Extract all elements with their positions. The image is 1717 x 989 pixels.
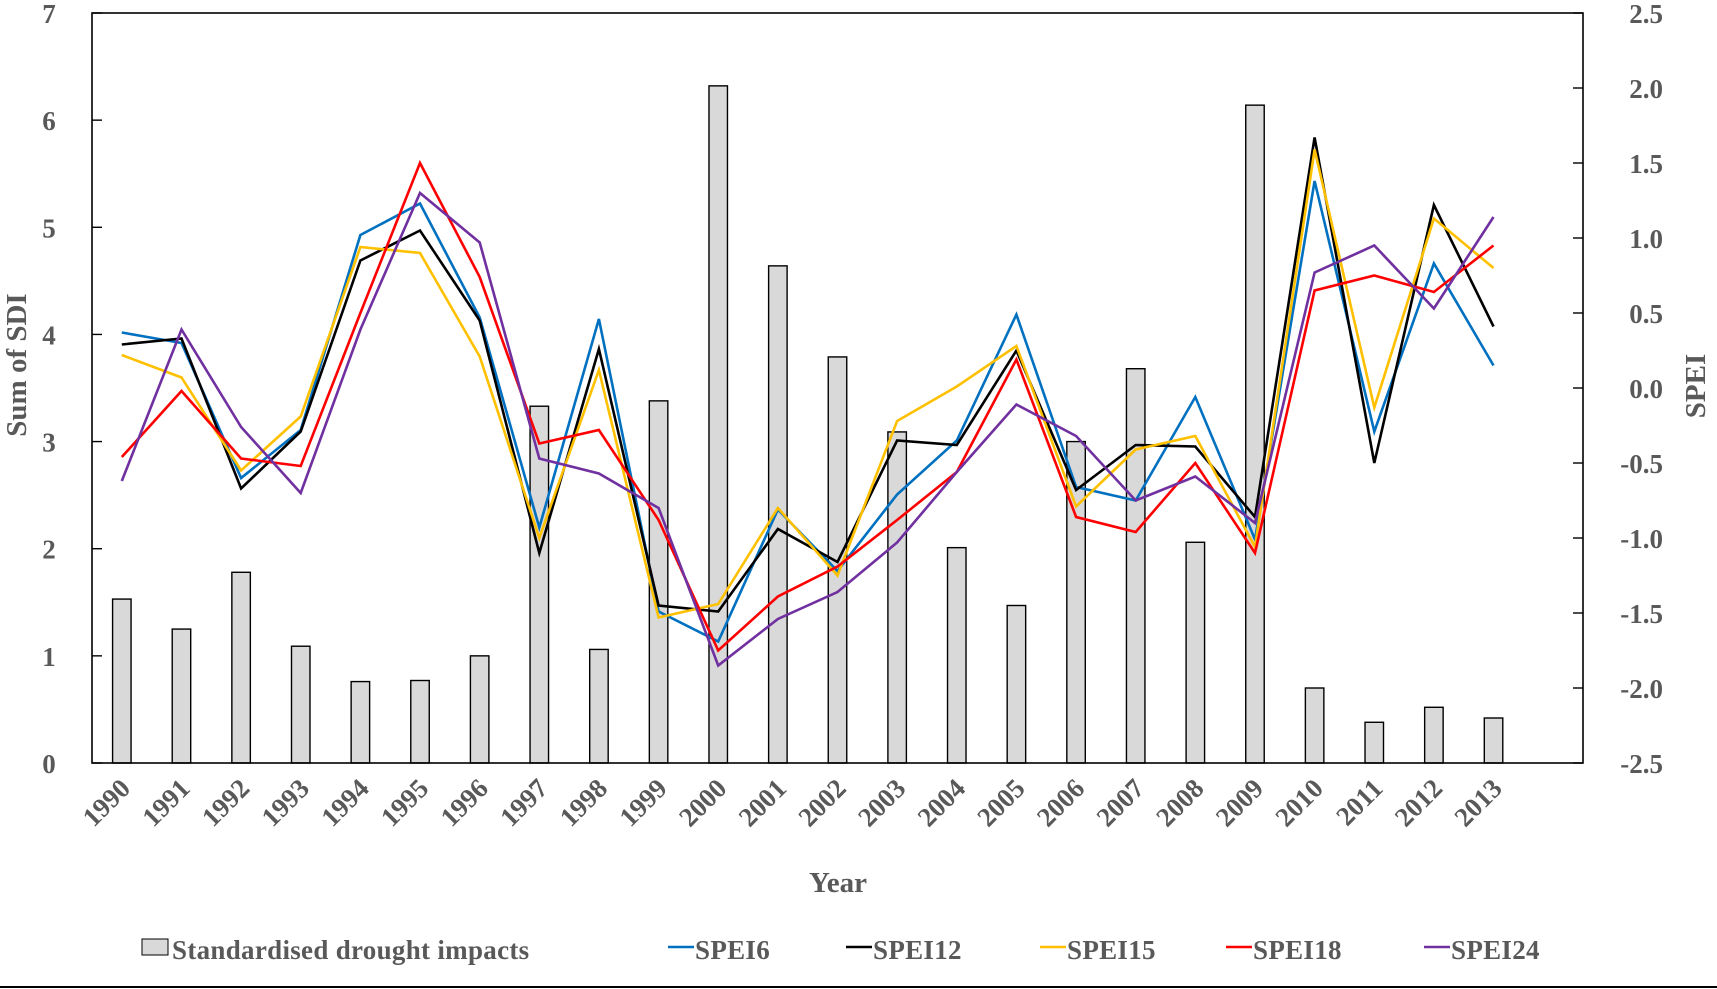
- bar-2011: [1364, 721, 1385, 764]
- bar-2010: [1304, 687, 1325, 764]
- legend-item-spei12: SPEI12: [846, 935, 962, 965]
- x-tick-label: 1994: [315, 773, 374, 832]
- right-tick-label: 2.5: [1629, 0, 1663, 29]
- legend: Standardised drought impacts SPEI6 SPEI12 S…: [141, 935, 1540, 965]
- x-tick-label: 1998: [554, 773, 613, 832]
- series-spei18: [120, 159, 1495, 653]
- line-spei12: [121, 137, 1495, 613]
- x-tick-label: 2009: [1210, 773, 1269, 832]
- bar-2005: [1006, 604, 1027, 764]
- x-tick-label: 1997: [494, 773, 553, 832]
- bar-2004: [946, 546, 967, 764]
- right-tick-label: -2.5: [1620, 749, 1663, 779]
- x-tick-label: 1999: [613, 773, 672, 832]
- legend-label: SPEI18: [1253, 935, 1342, 965]
- lines-layer: [120, 137, 1495, 668]
- legend-label: SPEI6: [695, 935, 770, 965]
- right-tick-label: -2.0: [1620, 674, 1663, 704]
- x-tick-label: 2006: [1031, 773, 1090, 832]
- bar-1990: [111, 598, 132, 764]
- right-tick-label: 0.0: [1629, 374, 1663, 404]
- bar-2012: [1423, 706, 1444, 764]
- bar-1995: [410, 679, 430, 764]
- legend-label: Standardised drought impacts: [172, 935, 529, 965]
- bar-2003: [887, 431, 908, 764]
- x-tick-label: 2008: [1150, 773, 1209, 832]
- left-tick-label: 7: [42, 0, 56, 29]
- line-spei24: [120, 190, 1495, 668]
- legend-swatch-bars: [141, 938, 169, 956]
- x-tick-label: 2013: [1448, 773, 1507, 832]
- bar-1992: [231, 571, 252, 764]
- left-tick-label: 3: [42, 428, 56, 458]
- series-spei24: [120, 190, 1495, 668]
- x-tick-label: 1990: [77, 773, 136, 832]
- x-tick-label: 2004: [912, 773, 971, 832]
- x-tick-label: 2007: [1091, 773, 1150, 832]
- bar-1991: [171, 628, 192, 764]
- right-tick-label: -0.5: [1620, 449, 1663, 479]
- x-axis: 1990 1991 1992 1993 1994 1995 1996 1997 1998 1999…: [77, 773, 1508, 832]
- left-axis-title: Sum of SDI: [1, 293, 33, 436]
- left-tick-label: 5: [42, 213, 56, 243]
- bar-1993: [290, 645, 311, 764]
- legend-item-spei18: SPEI18: [1226, 935, 1342, 965]
- left-tick-label: 2: [42, 535, 56, 565]
- left-tick-label: 0: [42, 749, 56, 779]
- legend-item-bars: Standardised drought impacts: [141, 935, 529, 965]
- bar-1996: [469, 655, 490, 764]
- x-axis-title: Year: [809, 867, 867, 899]
- x-tick-label: 2002: [792, 773, 851, 832]
- right-tick-label: 1.0: [1629, 224, 1663, 254]
- bar-2007: [1125, 368, 1146, 764]
- left-tick-label: 1: [42, 642, 56, 672]
- x-tick-label: 2000: [673, 773, 732, 832]
- right-tick-label: 1.5: [1629, 149, 1663, 179]
- right-axis-title: SPEI: [1680, 354, 1712, 418]
- series-spei12: [121, 137, 1495, 613]
- bar-2009: [1245, 104, 1265, 764]
- x-tick-label: 2010: [1269, 773, 1328, 832]
- right-tick-label: -1.0: [1620, 524, 1663, 554]
- legend-label: SPEI15: [1067, 935, 1156, 965]
- legend-item-spei24: SPEI24: [1424, 935, 1540, 965]
- x-tick-label: 1992: [196, 773, 255, 832]
- bar-2008: [1185, 541, 1206, 764]
- bars-layer: [111, 85, 1504, 764]
- x-tick-label: 2005: [971, 773, 1030, 832]
- x-tick-label: 1996: [435, 773, 494, 832]
- right-axis: -2.5 -2.0 -1.5 -1.0 -0.5 0.0 0.5 1.0 1.5 2.0 2.5: [1573, 0, 1663, 779]
- legend-label: SPEI24: [1451, 935, 1540, 965]
- line-spei18: [120, 159, 1495, 653]
- legend-item-spei15: SPEI15: [1040, 935, 1156, 965]
- right-tick-label: -1.5: [1620, 599, 1663, 629]
- x-tick-label: 2012: [1389, 773, 1448, 832]
- left-axis: 0 1 2 3 4 5 6 7: [42, 0, 102, 779]
- x-tick-label: 2003: [852, 773, 911, 832]
- x-tick-label: 2011: [1330, 773, 1388, 831]
- left-tick-label: 6: [42, 106, 56, 136]
- x-tick-label: 1993: [256, 773, 315, 832]
- right-tick-label: 2.0: [1629, 74, 1663, 104]
- legend-item-spei6: SPEI6: [668, 935, 770, 965]
- x-tick-label: 1995: [375, 773, 434, 832]
- bar-1994: [350, 680, 371, 764]
- x-tick-label: 1991: [136, 773, 195, 832]
- right-tick-label: 0.5: [1629, 299, 1663, 329]
- bar-1998: [588, 648, 609, 764]
- bar-2013: [1483, 717, 1504, 764]
- legend-label: SPEI12: [873, 935, 962, 965]
- left-tick-label: 4: [42, 320, 56, 350]
- x-tick-label: 2001: [733, 773, 792, 832]
